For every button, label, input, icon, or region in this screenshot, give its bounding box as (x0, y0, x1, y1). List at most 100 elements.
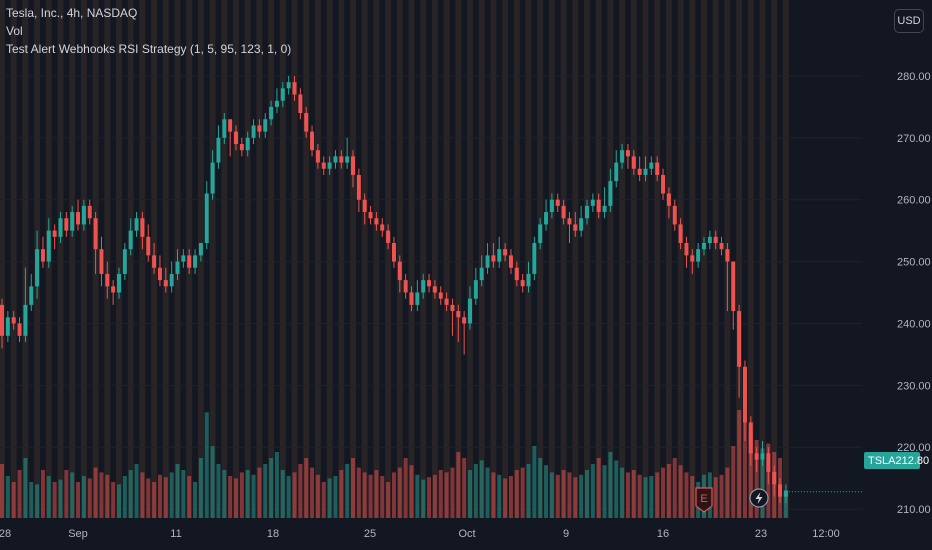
volume-bar (409, 465, 414, 518)
stripe (420, 0, 427, 518)
candle-body (766, 453, 771, 472)
volume-bar (754, 440, 759, 518)
candle-body (228, 119, 233, 132)
candle-body (690, 255, 695, 262)
candle-body (403, 280, 408, 293)
stripe (244, 0, 251, 518)
volume-bar (52, 482, 57, 518)
volume-bar (742, 422, 747, 518)
volume-bar (46, 476, 51, 518)
candle-body (567, 218, 572, 225)
candle-body (661, 174, 666, 194)
stripe (595, 0, 602, 518)
candle-body (315, 150, 320, 163)
volume-bar (234, 478, 238, 518)
candle-body (351, 156, 355, 175)
candle-body (684, 243, 689, 256)
volume-bar (298, 464, 303, 518)
candle-body (40, 249, 45, 262)
symbol-title[interactable]: Tesla, Inc., 4h, NASDAQ (6, 6, 138, 20)
candle-body (573, 224, 578, 231)
volume-bar (29, 482, 34, 518)
volume-bar (257, 467, 262, 518)
candle-body (491, 255, 496, 262)
volume-bar (58, 479, 63, 518)
candle-body (204, 193, 209, 243)
volume-bar (310, 467, 315, 518)
volume-bar (368, 474, 373, 518)
candle-body (397, 261, 402, 281)
candle-body (245, 137, 250, 151)
volume-bar (491, 472, 496, 518)
volume-bar (661, 467, 666, 518)
volume-bar (122, 476, 127, 518)
lightning-icon[interactable] (749, 488, 769, 508)
volume-bar (468, 470, 472, 518)
volume-bar (625, 472, 630, 518)
volume-bar (64, 470, 69, 518)
volume-bar (140, 472, 145, 518)
volume-bar (737, 410, 742, 518)
volume-bar (397, 467, 402, 518)
time-axis[interactable]: 28 Sep 11 18 25 Oct 9 16 23 12:00 (0, 528, 840, 540)
candle-body (625, 150, 630, 157)
last-price-value: 212.80 (895, 454, 930, 467)
candle-body (345, 156, 350, 163)
strategy-label[interactable]: Test Alert Webhooks RSI Strategy (1, 5, … (6, 42, 292, 56)
volume-bar (485, 467, 490, 518)
candle-body (99, 249, 104, 274)
candle-body (17, 323, 22, 336)
currency-button[interactable]: USD (894, 9, 924, 33)
candle-body (304, 113, 309, 132)
price-axis[interactable]: 210.00 220.00 230.00 240.00 250.00 260.00 270.… (897, 71, 931, 516)
stripe (548, 0, 555, 518)
stripe (584, 0, 590, 518)
candle-body (280, 88, 285, 101)
volume-bar (678, 465, 683, 518)
stripe (455, 0, 462, 518)
volume-bar (497, 474, 502, 518)
stripe (408, 0, 415, 518)
volume-bar (345, 464, 350, 518)
candle-body (596, 199, 601, 213)
candle-body (157, 267, 162, 281)
candle-body (427, 280, 432, 287)
candle-body (637, 168, 642, 175)
volume-bar (432, 474, 437, 518)
volume-bar (228, 476, 233, 518)
candlesticks (0, 75, 788, 503)
volume-bar (286, 476, 291, 518)
volume-bar (585, 470, 589, 518)
stripe (162, 0, 169, 518)
volume-bar (152, 482, 157, 518)
candle-body (128, 230, 133, 250)
price-tick-label: 280.00 (897, 71, 931, 83)
candle-body (754, 453, 759, 460)
volume-bar (99, 472, 104, 518)
volume-bar (81, 476, 86, 518)
stripe (69, 0, 76, 518)
time-tick-label: 9 (563, 528, 569, 540)
stripe (209, 0, 216, 518)
price-tick-label: 230.00 (897, 380, 931, 392)
candle-body (146, 236, 151, 256)
candle-body (169, 273, 174, 287)
volume-bar (403, 458, 408, 518)
earnings-icon[interactable]: E (695, 487, 713, 513)
candle-body (310, 131, 315, 151)
candle-body (508, 255, 513, 268)
volume-bar (438, 470, 443, 518)
volume-bar (643, 477, 648, 518)
candle-body (269, 106, 274, 120)
volume-bar (386, 482, 391, 518)
candle-body (649, 162, 654, 169)
price-tick-label: 270.00 (897, 133, 931, 145)
volume-indicator-label[interactable]: Vol (6, 24, 23, 38)
volume-bar (105, 474, 110, 518)
candle-body (468, 298, 472, 324)
volume-bar (17, 470, 22, 518)
candle-body (473, 280, 478, 299)
candle-body (532, 243, 537, 274)
volume-bar (333, 476, 338, 518)
